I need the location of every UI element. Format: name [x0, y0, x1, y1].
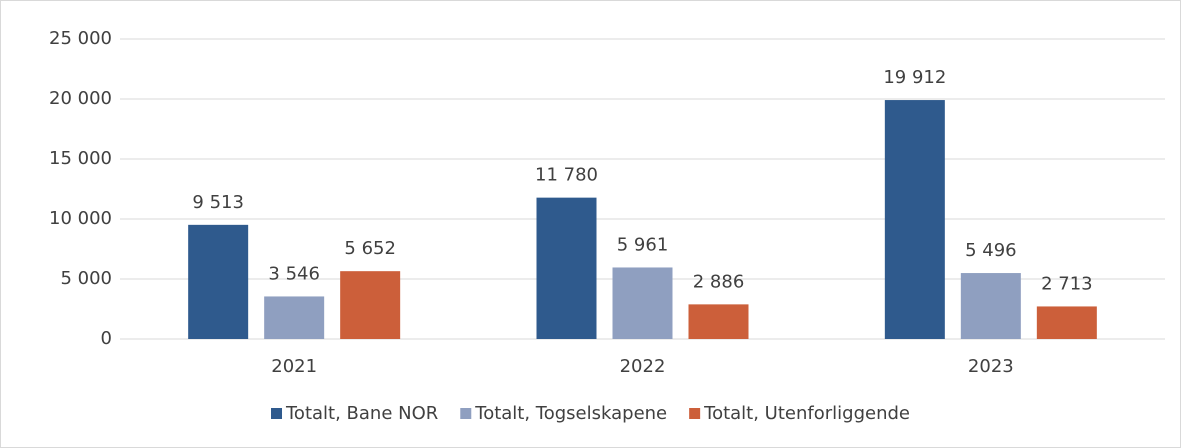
bar [1036, 306, 1097, 339]
x-tick-label: 2023 [968, 356, 1014, 377]
y-tick-label: 0 [101, 328, 112, 349]
legend-label: Totalt, Bane NOR [285, 403, 438, 424]
data-label: 2 713 [1041, 273, 1093, 294]
y-tick-label: 5 000 [60, 268, 112, 289]
legend-swatch [689, 408, 701, 419]
bar [884, 100, 945, 339]
legend-swatch [460, 408, 472, 419]
y-tick-label: 10 000 [49, 208, 112, 229]
bar [188, 224, 249, 339]
bar [688, 304, 749, 339]
y-tick-label: 25 000 [49, 28, 112, 49]
legend-label: Totalt, Utenforliggende [703, 403, 910, 424]
bar [612, 267, 673, 339]
data-label: 5 496 [965, 240, 1017, 261]
data-label: 2 886 [693, 271, 745, 292]
legend-swatch [271, 408, 283, 419]
bar [340, 271, 401, 339]
data-label: 3 546 [268, 263, 320, 284]
data-label: 5 652 [344, 238, 396, 259]
data-label: 19 912 [883, 67, 946, 88]
y-tick-label: 20 000 [49, 88, 112, 109]
bar [536, 197, 597, 339]
data-label: 11 780 [535, 165, 598, 186]
data-label: 9 513 [192, 192, 244, 213]
bar [264, 296, 325, 339]
x-tick-label: 2021 [271, 356, 317, 377]
bar [960, 273, 1021, 339]
data-label: 5 961 [617, 234, 669, 255]
legend-label: Totalt, Togselskapene [474, 403, 667, 424]
y-tick-label: 15 000 [49, 148, 112, 169]
x-tick-label: 2022 [620, 356, 666, 377]
